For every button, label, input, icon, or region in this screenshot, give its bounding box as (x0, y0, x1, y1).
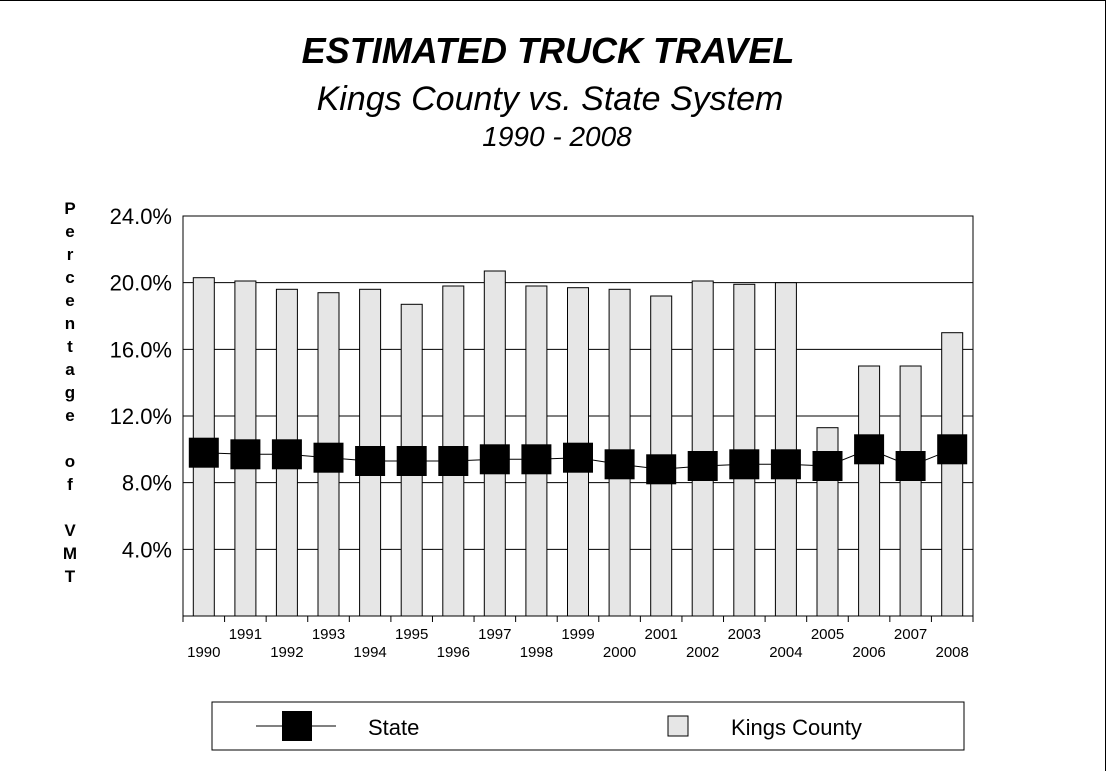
bar-kings-county (691, 280, 714, 617)
y-axis-label-letter: P (64, 199, 75, 218)
plot-border (182, 215, 974, 617)
bar-kings-county (483, 270, 506, 617)
x-tick-label: 2004 (769, 644, 802, 661)
y-axis-label-letter: o (65, 452, 75, 471)
x-tick-label: 2005 (811, 626, 844, 643)
y-tick-label: 16.0% (110, 337, 172, 362)
bar-kings-county (941, 332, 964, 617)
marker-state (438, 446, 469, 476)
x-tick-label: 1998 (520, 644, 553, 661)
legend: State Kings County (211, 701, 965, 751)
x-tick-label: 1992 (270, 644, 303, 661)
marker-state (770, 449, 801, 480)
bar-kings-county (858, 365, 881, 617)
y-axis-label-letter: n (65, 314, 75, 333)
marker-state (230, 439, 261, 470)
x-tick-label: 2000 (603, 644, 636, 661)
y-axis-label-letter: e (65, 222, 74, 241)
y-axis-label-letter: M (63, 544, 77, 563)
x-tick-label: 2001 (645, 626, 678, 643)
x-tick-label: 1994 (353, 644, 386, 661)
y-axis-label-letter: e (65, 291, 74, 310)
x-tick-label: 1996 (437, 644, 470, 661)
y-axis-label-letter: r (67, 245, 74, 264)
y-axis-label-letter: e (65, 406, 74, 425)
chart-subtitle: Kings County vs. State System (317, 80, 784, 118)
y-tick-label: 4.0% (122, 537, 172, 562)
chart-subtitle-years: 1990 - 2008 (482, 121, 632, 152)
legend-kings-county-swatch (667, 715, 689, 737)
marker-state (646, 454, 677, 485)
x-tick-label: 1990 (187, 644, 220, 661)
marker-state (521, 444, 552, 475)
x-tick-label: 2003 (728, 626, 761, 643)
marker-state (563, 442, 593, 473)
y-axis-label-letter: T (65, 567, 76, 586)
legend-kings-county-label: Kings County (731, 715, 862, 740)
bar-kings-county (899, 365, 922, 617)
marker-state (396, 446, 427, 476)
marker-state (479, 444, 510, 475)
legend-box (211, 701, 965, 751)
x-tick-label: 2002 (686, 644, 719, 661)
x-tick-label: 1991 (229, 626, 262, 643)
y-tick-label: 20.0% (110, 271, 172, 296)
y-axis-label-letter: V (64, 521, 76, 540)
marker-state (687, 451, 718, 481)
y-axis-label-letter: g (65, 383, 75, 402)
y-axis-label-letter: t (67, 337, 73, 356)
legend-state-marker (282, 711, 312, 741)
marker-state (313, 442, 344, 473)
x-tick-label: 1999 (561, 626, 594, 643)
marker-state (854, 434, 885, 465)
x-tick-label: 1993 (312, 626, 345, 643)
y-tick-label: 24.0% (110, 204, 172, 229)
marker-state (271, 439, 302, 470)
chart-title: ESTIMATED TRUCK TRAVEL (302, 30, 795, 71)
marker-state (937, 434, 968, 465)
marker-state (729, 449, 760, 480)
marker-state (188, 437, 219, 468)
y-axis-label-letter: a (65, 360, 75, 379)
y-tick-label: 12.0% (110, 404, 172, 429)
y-axis-label-letter: c (65, 268, 74, 287)
marker-state (812, 451, 843, 481)
plot-area: 24.0% 20.0% 16.0% 12.0% 8.0% 4.0% 1990 1991 1992… (110, 204, 974, 661)
legend-state-label: State (368, 715, 419, 740)
marker-state (604, 449, 635, 480)
x-tick-label: 2007 (894, 626, 927, 643)
x-tick-label: 1995 (395, 626, 428, 643)
x-tick-label: 2008 (936, 644, 969, 661)
y-tick-label: 8.0% (122, 471, 172, 496)
marker-state (355, 446, 386, 476)
marker-state (895, 451, 926, 481)
x-tick-label: 2006 (852, 644, 885, 661)
x-tick-label: 1997 (478, 626, 511, 643)
y-axis-label-letter: f (67, 475, 73, 494)
